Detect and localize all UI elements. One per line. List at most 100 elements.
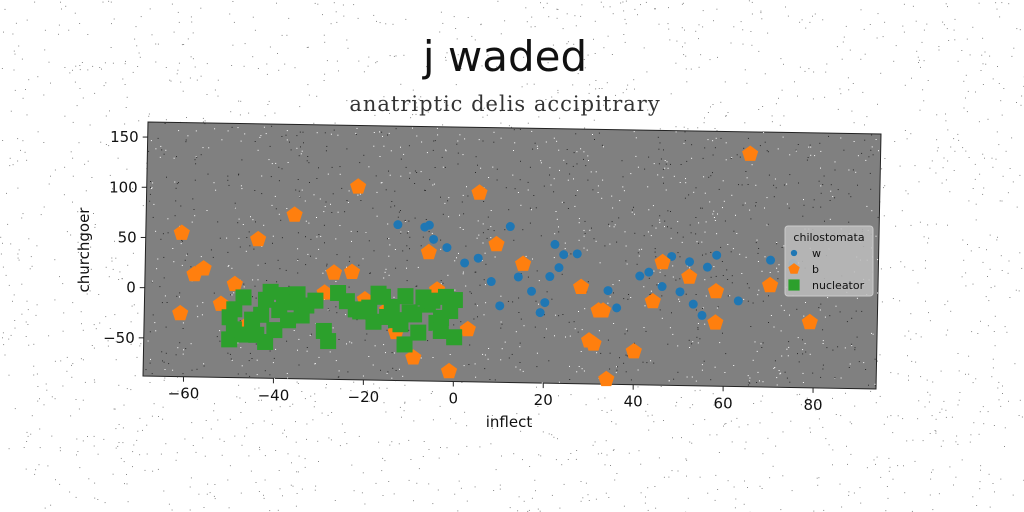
y-tick-label: 100 xyxy=(109,178,138,196)
legend: chilostomata wb nucleator xyxy=(784,225,874,297)
data-point-nucleator xyxy=(383,299,400,316)
data-point-w xyxy=(702,262,712,272)
data-point-w xyxy=(495,301,505,311)
data-point-nucleator xyxy=(370,285,387,302)
data-point-b xyxy=(644,293,661,309)
legend-label-b: b xyxy=(812,263,819,276)
data-point-b xyxy=(598,370,615,387)
data-point-b xyxy=(405,349,422,365)
x-tick-label: 0 xyxy=(449,390,459,408)
data-point-b xyxy=(762,276,779,293)
data-point-w xyxy=(527,286,537,296)
legend-marker-b xyxy=(788,263,800,274)
data-point-w xyxy=(675,287,685,297)
data-point-nucleator xyxy=(396,336,413,353)
data-point-nucleator xyxy=(406,306,423,323)
data-point-w xyxy=(603,286,613,296)
data-point-b xyxy=(350,178,367,194)
x-tick-label: 80 xyxy=(803,396,822,414)
data-point-nucleator xyxy=(410,324,427,341)
data-point-b xyxy=(585,335,602,351)
series-w xyxy=(393,220,798,320)
legend-label-nucleator: nucleator xyxy=(812,279,865,292)
chart-subtitle: anatriptic delis accipitrary xyxy=(349,92,661,116)
series-b xyxy=(172,145,818,387)
data-point-nucleator xyxy=(446,329,463,346)
data-point-b xyxy=(707,314,724,330)
data-point-w xyxy=(667,251,677,261)
data-point-w xyxy=(688,299,698,309)
data-point-nucleator xyxy=(280,312,297,329)
data-point-w xyxy=(505,222,515,232)
data-point-w xyxy=(712,250,722,260)
data-point-b xyxy=(186,265,203,282)
data-point-b xyxy=(172,304,189,321)
data-point-nucleator xyxy=(446,292,463,309)
data-point-b xyxy=(420,243,437,260)
data-point-b xyxy=(212,295,229,311)
data-point-nucleator xyxy=(266,322,283,339)
data-point-w xyxy=(550,239,560,249)
data-point-w xyxy=(420,222,430,232)
data-point-w xyxy=(657,282,667,292)
data-point-b xyxy=(173,224,190,240)
data-point-b xyxy=(707,283,725,299)
data-point-b xyxy=(471,184,488,200)
data-point-w xyxy=(473,253,483,263)
data-point-w xyxy=(554,263,564,273)
data-point-w xyxy=(697,310,707,320)
data-point-nucleator xyxy=(234,326,251,343)
data-point-b xyxy=(654,253,671,270)
data-point-w xyxy=(559,250,569,260)
plot-background xyxy=(142,121,882,390)
chart-title: j waded xyxy=(422,32,588,81)
data-point-nucleator xyxy=(320,333,337,350)
data-point-b xyxy=(742,145,759,161)
data-point-b xyxy=(488,235,505,252)
data-point-nucleator xyxy=(432,322,449,339)
x-axis-label: inflect xyxy=(486,413,533,431)
legend-title: chilostomata xyxy=(793,231,864,244)
x-tick-label: −60 xyxy=(168,385,200,403)
data-point-w xyxy=(644,267,654,277)
data-point-w xyxy=(513,272,523,282)
series-nucleator xyxy=(221,283,463,353)
data-point-b xyxy=(459,320,476,337)
data-point-b xyxy=(286,206,303,222)
data-point-b xyxy=(801,313,818,330)
data-point-w xyxy=(535,308,545,318)
data-point-b xyxy=(681,268,698,284)
data-point-b xyxy=(573,278,590,294)
data-point-b xyxy=(250,230,267,247)
y-tick-label: 50 xyxy=(118,228,137,246)
data-point-b xyxy=(343,263,361,279)
y-tick-label: 150 xyxy=(110,128,139,146)
data-point-nucleator xyxy=(244,311,261,328)
data-point-w xyxy=(486,277,496,287)
data-point-b xyxy=(325,264,343,280)
legend-box xyxy=(784,225,874,297)
data-point-w xyxy=(766,255,776,265)
data-point-w xyxy=(572,249,582,259)
data-point-w xyxy=(393,220,403,230)
data-point-b xyxy=(226,275,243,292)
data-point-w xyxy=(460,258,470,268)
data-point-nucleator xyxy=(361,299,378,316)
data-point-w xyxy=(635,271,645,281)
data-point-w xyxy=(545,272,555,282)
data-point-b xyxy=(515,255,532,271)
plot-area xyxy=(142,121,882,390)
data-point-nucleator xyxy=(365,313,382,330)
data-point-w xyxy=(685,257,695,267)
x-tick-label: 40 xyxy=(624,393,643,411)
data-point-w xyxy=(733,296,743,306)
data-point-w xyxy=(612,303,622,313)
legend-marker-w xyxy=(790,249,798,257)
axis-ticks: −60 −40 −20 0 20 40 60 80 −50 0 50 100 150 xyxy=(103,128,822,414)
data-point-nucleator xyxy=(397,288,414,305)
data-point-b xyxy=(440,362,458,379)
data-point-nucleator xyxy=(262,283,279,300)
data-point-nucleator xyxy=(424,292,441,309)
y-tick-label: 0 xyxy=(126,279,136,297)
